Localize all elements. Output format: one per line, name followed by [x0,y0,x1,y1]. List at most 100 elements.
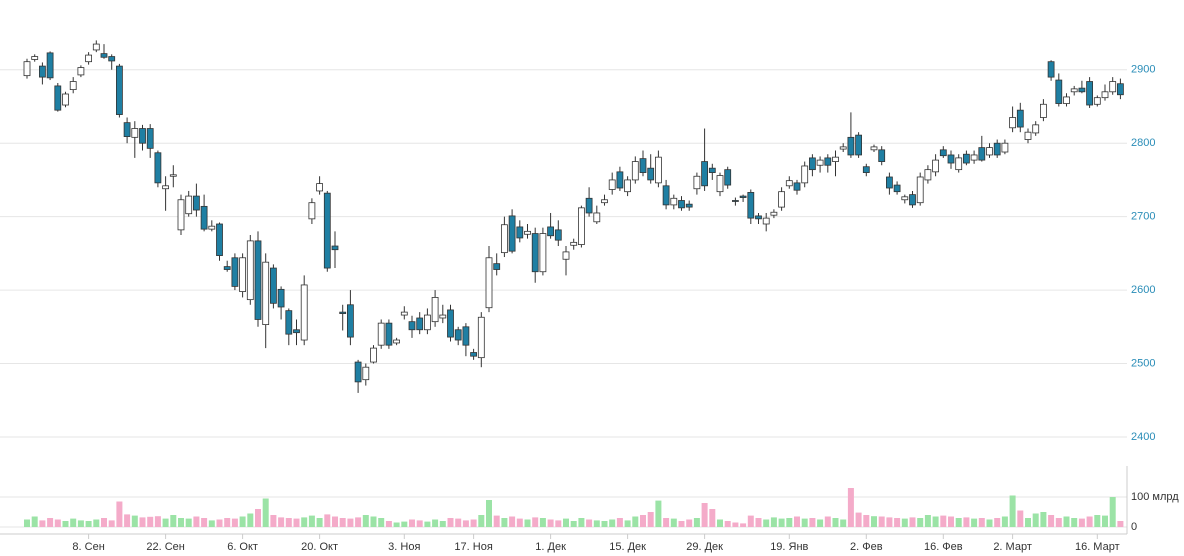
volume-bar [139,517,146,527]
volume-bar [1040,512,1047,527]
volume-bar [116,501,123,527]
candle-body [816,159,824,166]
volume-bar [948,516,954,527]
x-tick-label: 16. Фев [924,541,963,553]
volume-bar [616,518,623,527]
volume-bar [108,520,115,527]
volume-bar [940,515,947,527]
volume-bar [332,516,338,527]
candle-body [31,56,39,60]
candle-body [862,166,870,173]
volume-bar [278,517,285,527]
volume-bar [401,521,408,527]
candle-body [1047,61,1055,78]
candle-body [316,183,324,192]
candle-body [146,128,154,149]
candle-body [293,329,300,334]
candle-body [1032,124,1040,134]
volume-bar [239,516,246,527]
candle-body [901,196,909,201]
candle-body [216,223,223,256]
candle-body [1024,131,1032,140]
x-tick-label: 17. Ноя [454,541,492,553]
candle-body [562,251,570,260]
candle-body [169,174,177,177]
x-tick-label: 22. Сен [146,541,184,553]
candle-body [85,54,92,63]
volume-bar [586,519,593,527]
candle-body [909,194,916,206]
volume-bar [593,520,600,527]
candle-body [470,352,478,357]
candle-body [354,361,362,383]
candle-body [878,149,886,162]
volume-bar [640,515,646,527]
candle-body [624,179,631,193]
candle-body [39,65,46,78]
volume-bar [270,515,277,527]
candle-body [701,161,708,187]
volume-bar [124,514,131,527]
volume-tick-label: 100 млрд [1131,491,1179,503]
candle-body [932,159,939,173]
volume-bar [409,519,415,527]
volume-bar [886,517,893,527]
candle-body [809,157,816,171]
candle-body [793,182,801,191]
volume-bar [732,522,739,527]
candle-body [154,152,162,184]
candle-body [585,197,593,214]
candle-body [477,316,485,359]
volume-bar [686,519,693,527]
candle-body [739,195,747,198]
candle-body [678,200,685,209]
volume-bar [424,521,431,527]
x-tick-label: 2. Фев [850,541,883,553]
candle-body [200,205,208,230]
candle-body [1109,81,1117,93]
volume-bar [77,520,84,527]
candle-body [1070,88,1078,93]
volume-tick-label: 0 [1131,521,1137,533]
candle-body [539,233,547,273]
candle-body [608,179,616,190]
candle-body [916,176,924,204]
volume-bar [1086,516,1093,527]
x-tick-label: 2. Март [993,541,1032,553]
candle-body [708,167,716,173]
candle-body [670,197,678,206]
candle-body [1063,96,1070,104]
volume-bar [231,518,238,527]
volume-bar [216,519,223,527]
volume-bar [794,516,800,527]
volume-bar [462,520,469,527]
volume-bar [262,498,269,527]
candle-body [462,326,470,346]
candle-body [508,215,516,252]
x-tick-label: 19. Янв [770,541,808,553]
volume-bar [747,515,754,527]
candle-body [277,288,285,308]
volume-bar [432,519,439,527]
candle-body [593,212,601,223]
volume-bar [609,519,616,527]
volume-bar [201,518,208,527]
volume-bar [316,518,323,527]
volume-bar [1017,510,1024,527]
candle-body [955,157,963,171]
volume-bar [470,519,477,527]
candle-body [300,284,308,341]
volume-bar [924,515,931,527]
candle-body [385,322,393,346]
volume-bar [162,518,169,527]
candle-body [639,158,647,173]
candle-body [46,52,54,79]
candle-body [547,226,554,237]
volume-bar [193,516,200,527]
volume-bar [755,518,762,527]
candle-body [192,195,200,211]
volume-bar [1094,515,1101,527]
volume-bar [24,519,30,527]
candle-body [1040,103,1047,118]
candle-body [177,199,185,231]
